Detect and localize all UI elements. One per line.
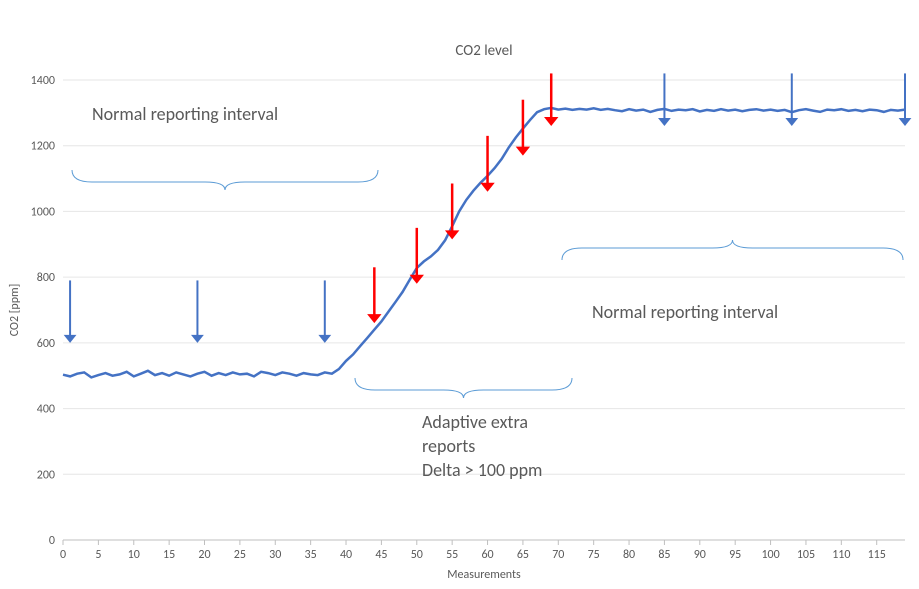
- x-axis-label: Measurements: [447, 568, 521, 582]
- x-tick-label: 90: [694, 548, 706, 562]
- co2-series-line: [63, 108, 905, 378]
- brace-brace-right: [562, 240, 903, 260]
- x-tick-label: 5: [95, 548, 101, 562]
- annotation-mid-label-3: Delta > 100 ppm: [422, 459, 542, 481]
- x-tick-label: 0: [60, 548, 66, 562]
- annotation-left-label: Normal reporting interval: [92, 103, 278, 125]
- annotation-mid-label-1: Adaptive extra: [422, 411, 528, 433]
- arrow-head-r4: [480, 183, 494, 192]
- y-tick-label: 400: [37, 403, 55, 417]
- arrow-head-r2: [410, 275, 424, 284]
- x-tick-label: 55: [446, 548, 458, 562]
- x-tick-label: 65: [517, 548, 529, 562]
- annotation-mid-label-2: reports: [422, 435, 475, 457]
- arrow-head-r5: [516, 147, 530, 156]
- x-tick-label: 95: [729, 548, 741, 562]
- arrow-head-b5: [785, 118, 798, 126]
- x-tick-label: 45: [375, 548, 387, 562]
- x-tick-label: 105: [797, 548, 815, 562]
- x-tick-label: 10: [128, 548, 140, 562]
- y-tick-label: 600: [37, 337, 55, 351]
- annotation-right-label: Normal reporting interval: [592, 301, 778, 323]
- y-tick-label: 0: [49, 534, 55, 548]
- x-tick-label: 70: [552, 548, 564, 562]
- y-tick-label: 1400: [31, 74, 55, 88]
- x-tick-label: 115: [868, 548, 886, 562]
- x-tick-label: 15: [163, 548, 175, 562]
- y-axis-label: CO2 [ppm]: [8, 284, 22, 337]
- x-tick-label: 50: [411, 548, 423, 562]
- chart-svg: 0 200 400 600 800 1000 1200 1400 0 5 10 15 20 25 30 35 4…: [0, 0, 919, 589]
- y-tick-label: 1000: [31, 205, 55, 219]
- x-tick-label: 100: [761, 548, 779, 562]
- arrow-head-r6: [544, 117, 558, 126]
- x-tick-label: 35: [305, 548, 317, 562]
- arrow-head-b4: [658, 118, 671, 126]
- arrow-head-b2: [191, 335, 204, 343]
- x-tick-label: 40: [340, 548, 352, 562]
- y-tick-label: 200: [37, 468, 55, 482]
- x-tick-label: 30: [269, 548, 281, 562]
- arrow-head-b3: [318, 335, 331, 343]
- x-tick-label: 85: [658, 548, 670, 562]
- chart-title: CO2 level: [455, 42, 512, 60]
- co2-chart: 0 200 400 600 800 1000 1200 1400 0 5 10 15 20 25 30 35 4…: [0, 0, 919, 589]
- arrow-head-b6: [899, 118, 912, 126]
- brace-brace-mid: [355, 378, 572, 398]
- y-tick-label: 800: [37, 271, 55, 285]
- x-tick-label: 25: [234, 548, 246, 562]
- x-tick-label: 75: [588, 548, 600, 562]
- arrow-head-r1: [367, 314, 381, 323]
- arrow-head-b1: [64, 335, 77, 343]
- x-tick-label: 110: [832, 548, 850, 562]
- brace-brace-left: [72, 170, 378, 190]
- x-tick-label: 60: [481, 548, 493, 562]
- x-tick-label: 20: [198, 548, 210, 562]
- x-tick-label: 80: [623, 548, 635, 562]
- y-tick-label: 1200: [31, 140, 55, 154]
